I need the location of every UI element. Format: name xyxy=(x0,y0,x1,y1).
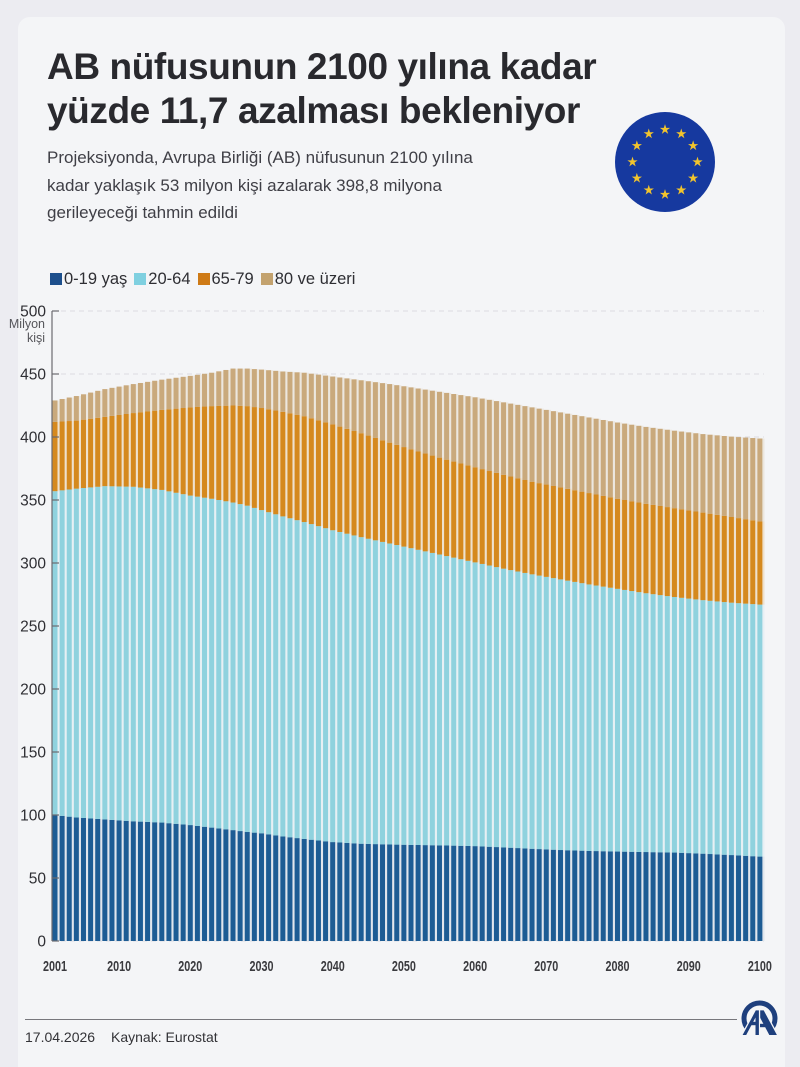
svg-text:Milyon: Milyon xyxy=(9,317,45,331)
svg-text:150: 150 xyxy=(20,745,46,762)
svg-text:100: 100 xyxy=(20,808,46,825)
svg-text:250: 250 xyxy=(20,619,46,636)
svg-text:300: 300 xyxy=(20,556,46,573)
svg-text:2060: 2060 xyxy=(463,958,487,975)
svg-text:2090: 2090 xyxy=(677,958,701,975)
svg-text:2050: 2050 xyxy=(392,958,416,975)
svg-text:500: 500 xyxy=(20,304,46,321)
svg-text:50: 50 xyxy=(29,871,47,888)
svg-text:400: 400 xyxy=(20,430,46,447)
svg-text:450: 450 xyxy=(20,367,46,384)
svg-text:2020: 2020 xyxy=(178,958,202,975)
svg-text:2100: 2100 xyxy=(748,958,772,975)
svg-text:0: 0 xyxy=(37,934,46,951)
svg-text:kişi: kişi xyxy=(27,331,45,345)
svg-text:200: 200 xyxy=(20,682,46,699)
svg-text:2001: 2001 xyxy=(43,958,67,975)
svg-text:2070: 2070 xyxy=(534,958,558,975)
svg-text:2010: 2010 xyxy=(107,958,131,975)
svg-text:2080: 2080 xyxy=(606,958,630,975)
svg-text:350: 350 xyxy=(20,493,46,510)
svg-text:2040: 2040 xyxy=(321,958,345,975)
svg-text:2030: 2030 xyxy=(250,958,274,975)
